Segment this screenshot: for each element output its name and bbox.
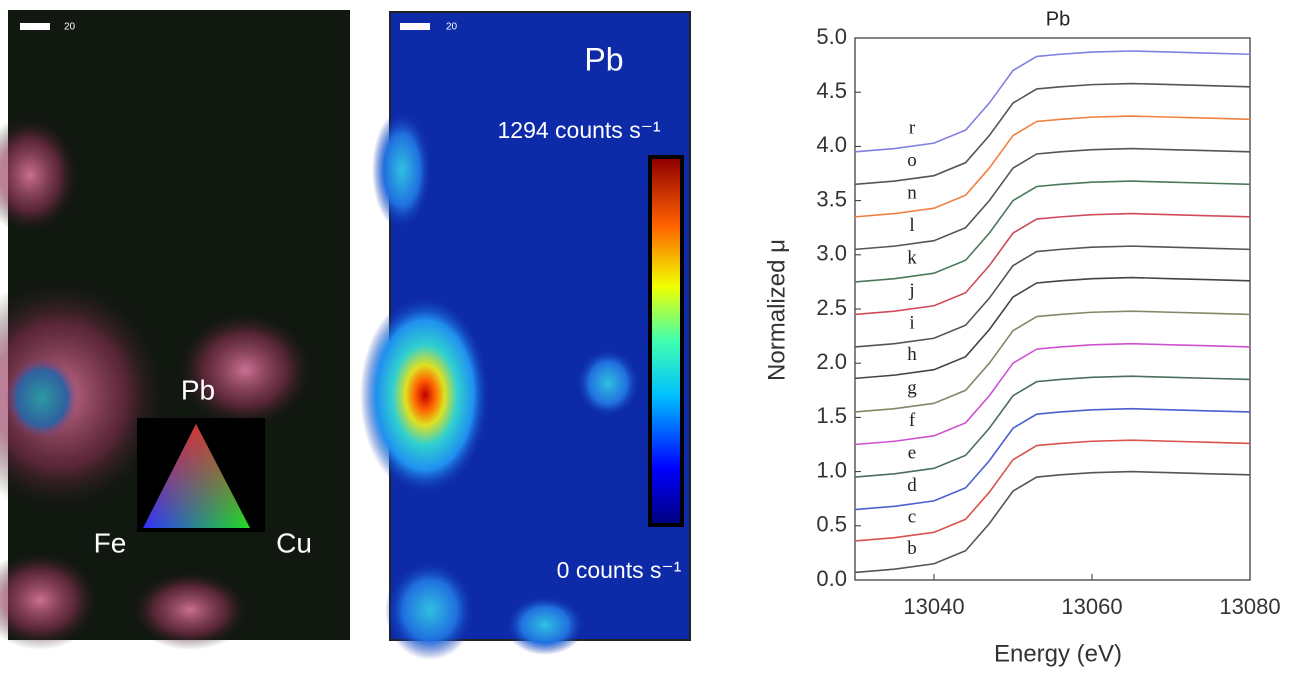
map-blob bbox=[0, 115, 80, 235]
spectrum-line bbox=[854, 82, 1251, 186]
y-axis-label: Normalized μ bbox=[763, 239, 790, 381]
series-label: b bbox=[907, 538, 917, 559]
y-tick-label: 2.5 bbox=[816, 295, 847, 320]
corner-label: Pb bbox=[181, 374, 215, 405]
x-tick-label: 13080 bbox=[1219, 594, 1280, 619]
map-blob bbox=[576, 348, 640, 418]
max-label: 1294 counts s⁻¹ bbox=[497, 117, 660, 143]
map-blob bbox=[505, 595, 585, 655]
y-tick-label: 2.0 bbox=[816, 349, 847, 374]
spectrum-line bbox=[854, 115, 1251, 218]
map-blob bbox=[130, 570, 250, 650]
pb-map-panel: 20 Pb 1294 counts s⁻¹ 0 counts s⁻¹ bbox=[360, 11, 691, 660]
spectrum-line bbox=[854, 212, 1251, 316]
map-blob bbox=[385, 560, 475, 660]
spectrum-line bbox=[854, 147, 1251, 251]
map-blob bbox=[6, 358, 78, 438]
x-tick-label: 13060 bbox=[1061, 594, 1122, 619]
y-tick-label: 4.0 bbox=[816, 132, 847, 157]
spectrum-line bbox=[854, 245, 1251, 348]
spectrum-line bbox=[854, 310, 1251, 413]
corner-label: Cu bbox=[276, 527, 312, 558]
color-triangle-top bbox=[143, 424, 250, 528]
series-label: c bbox=[908, 507, 916, 528]
map-blob bbox=[0, 275, 170, 515]
y-tick-label: 1.5 bbox=[816, 403, 847, 428]
element-label: Pb bbox=[584, 41, 623, 77]
spectrum-line bbox=[854, 407, 1251, 511]
spectrum-line bbox=[854, 50, 1251, 153]
y-tick-label: 5.0 bbox=[816, 24, 847, 49]
series-label: d bbox=[907, 475, 917, 496]
series-label: f bbox=[909, 410, 916, 431]
scale-label: 20 bbox=[64, 22, 76, 33]
map-blob bbox=[372, 110, 432, 230]
scale-bar bbox=[400, 23, 430, 30]
map-blob bbox=[0, 550, 100, 650]
series-label: r bbox=[909, 118, 916, 139]
colorbar bbox=[652, 159, 680, 523]
series-label: h bbox=[907, 344, 917, 365]
series-label: k bbox=[907, 248, 917, 269]
min-label: 0 counts s⁻¹ bbox=[557, 557, 682, 583]
series-label: e bbox=[908, 443, 916, 464]
series-label: g bbox=[907, 378, 917, 399]
x-axis-label: Energy (eV) bbox=[994, 640, 1122, 667]
series-label: i bbox=[909, 313, 914, 334]
spectrum-line bbox=[854, 439, 1251, 542]
spectrum-line bbox=[854, 470, 1251, 574]
y-tick-label: 0.0 bbox=[816, 566, 847, 591]
spectrum-line bbox=[854, 375, 1251, 478]
y-tick-label: 4.5 bbox=[816, 78, 847, 103]
x-tick-label: 13040 bbox=[903, 594, 964, 619]
series-label: n bbox=[907, 183, 917, 204]
y-tick-label: 3.5 bbox=[816, 186, 847, 211]
series-label: o bbox=[907, 150, 917, 171]
corner-label: Fe bbox=[94, 527, 127, 558]
spectrum-line bbox=[854, 342, 1251, 446]
series-label: l bbox=[909, 215, 914, 236]
scale-bar bbox=[20, 23, 50, 30]
rgb-map-panel: 20 Pb Fe Cu bbox=[0, 10, 350, 650]
series-label: j bbox=[908, 280, 914, 301]
scale-label: 20 bbox=[446, 22, 458, 33]
map-blob bbox=[175, 310, 315, 430]
y-tick-label: 1.0 bbox=[816, 457, 847, 482]
chart-title: Pb bbox=[1046, 8, 1070, 30]
y-tick-label: 0.5 bbox=[816, 512, 847, 537]
spectrum-line bbox=[854, 276, 1251, 380]
map-blob bbox=[360, 295, 490, 495]
y-tick-label: 3.0 bbox=[816, 241, 847, 266]
spectrum-line bbox=[854, 180, 1251, 283]
xanes-chart: Pb Energy (eV) Normalized μ 0.0 0.5 1.0 1.5… bbox=[763, 8, 1280, 667]
